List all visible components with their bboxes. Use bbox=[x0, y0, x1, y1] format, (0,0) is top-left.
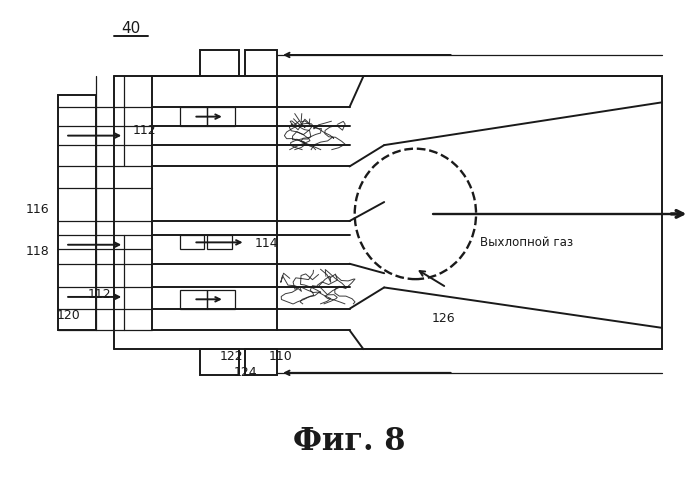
Text: 110: 110 bbox=[268, 350, 292, 363]
Bar bbox=[208, 107, 235, 126]
Text: 120: 120 bbox=[57, 310, 80, 323]
Bar bbox=[201, 50, 238, 76]
Bar bbox=[208, 235, 231, 250]
Text: 124: 124 bbox=[233, 366, 257, 379]
Bar bbox=[201, 349, 238, 375]
Text: 112: 112 bbox=[133, 124, 157, 137]
Text: 122: 122 bbox=[219, 350, 243, 363]
Bar bbox=[180, 290, 208, 309]
Bar bbox=[180, 107, 208, 126]
Text: 112: 112 bbox=[88, 288, 112, 301]
Text: Фиг. 8: Фиг. 8 bbox=[294, 426, 405, 457]
Bar bbox=[180, 235, 204, 250]
Text: Выхлопной газ: Выхлопной газ bbox=[480, 236, 573, 249]
Text: 118: 118 bbox=[26, 245, 50, 258]
Text: 126: 126 bbox=[431, 312, 455, 325]
Bar bbox=[245, 50, 277, 76]
Bar bbox=[245, 349, 277, 375]
Bar bbox=[208, 290, 235, 309]
Text: 116: 116 bbox=[26, 203, 49, 216]
Text: 40: 40 bbox=[122, 22, 140, 36]
Bar bbox=[58, 96, 96, 330]
Text: 114: 114 bbox=[254, 237, 278, 250]
